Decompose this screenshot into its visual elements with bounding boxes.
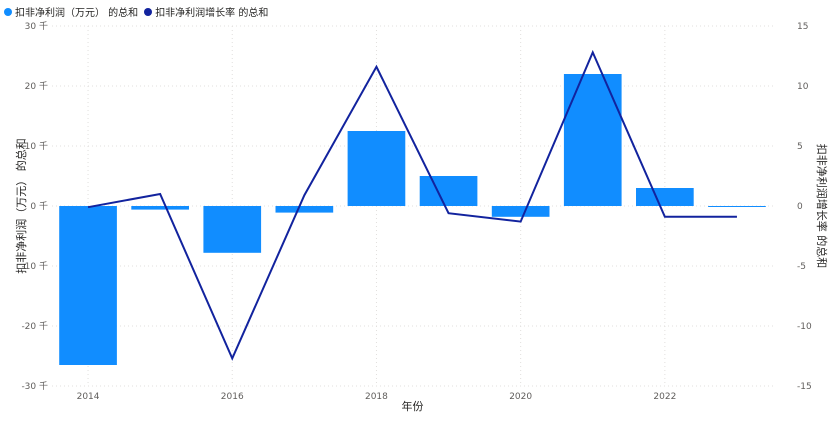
profit-bar	[491, 206, 550, 217]
x-tick-label: 2016	[221, 392, 244, 402]
y-right-tick-label: 5	[797, 142, 803, 152]
growth-line	[87, 49, 737, 361]
growth-line-series	[87, 49, 738, 361]
y-right-tick-label: -5	[797, 262, 806, 272]
profit-bar	[708, 206, 766, 207]
profit-bar	[131, 206, 189, 210]
x-tick-label: 2014	[77, 392, 100, 402]
profit-bar	[636, 188, 694, 206]
y-right-tick-label: 0	[797, 202, 803, 212]
y-right-tick-label: -15	[797, 382, 812, 392]
y-left-tick-label: -30 千	[21, 381, 48, 392]
legend-label-profit: 扣非净利润（万元） 的总和	[15, 8, 139, 19]
y-axis-left-title: 扣非净利润（万元） 的总和	[14, 138, 28, 274]
profit-bar	[275, 206, 334, 213]
y-left-tick-label: 10 千	[25, 141, 48, 152]
legend-dot-profit-icon	[4, 7, 12, 16]
y-left-tick-label: 20 千	[25, 81, 48, 92]
profit-bar	[419, 176, 478, 206]
profit-bar	[59, 206, 117, 365]
y-axis-left-ticks: 30 千 20 千 10 千 0 千 -10 千 -20 千 -30 千	[21, 21, 48, 392]
y-axis-right-title: 扣非净利润增长率 的总和	[815, 144, 829, 269]
profit-bar	[563, 74, 622, 206]
x-axis-title: 年份	[402, 399, 424, 413]
legend-item-growth[interactable]: 扣非净利润增长率 的总和	[144, 4, 268, 19]
legend-dot-growth-icon	[144, 7, 153, 16]
profit-bar	[203, 206, 262, 253]
x-tick-label: 2022	[653, 392, 676, 402]
y-left-tick-label: 0 千	[30, 201, 48, 212]
x-axis-ticks: 2014 2016 2018 2020 2022	[77, 392, 677, 402]
legend-label-growth: 扣非净利润增长率 的总和	[155, 8, 269, 19]
profit-bar	[347, 131, 406, 206]
y-right-tick-label: -10	[797, 322, 812, 332]
profit-bars	[59, 74, 766, 365]
y-right-tick-label: 15	[797, 22, 808, 32]
x-tick-label: 2018	[365, 392, 388, 402]
y-axis-right-ticks: 15 10 5 0 -5 -10 -15	[797, 22, 812, 392]
legend-item-profit[interactable]: 扣非净利润（万元） 的总和	[4, 4, 138, 19]
x-tick-label: 2020	[509, 392, 532, 402]
y-left-tick-label: -10 千	[21, 261, 48, 272]
y-right-tick-label: 10	[797, 82, 809, 92]
legend: 扣非净利润（万元） 的总和 扣非净利润增长率 的总和	[4, 4, 268, 19]
y-left-tick-label: -20 千	[21, 321, 48, 332]
y-left-tick-label: 30 千	[25, 21, 48, 32]
